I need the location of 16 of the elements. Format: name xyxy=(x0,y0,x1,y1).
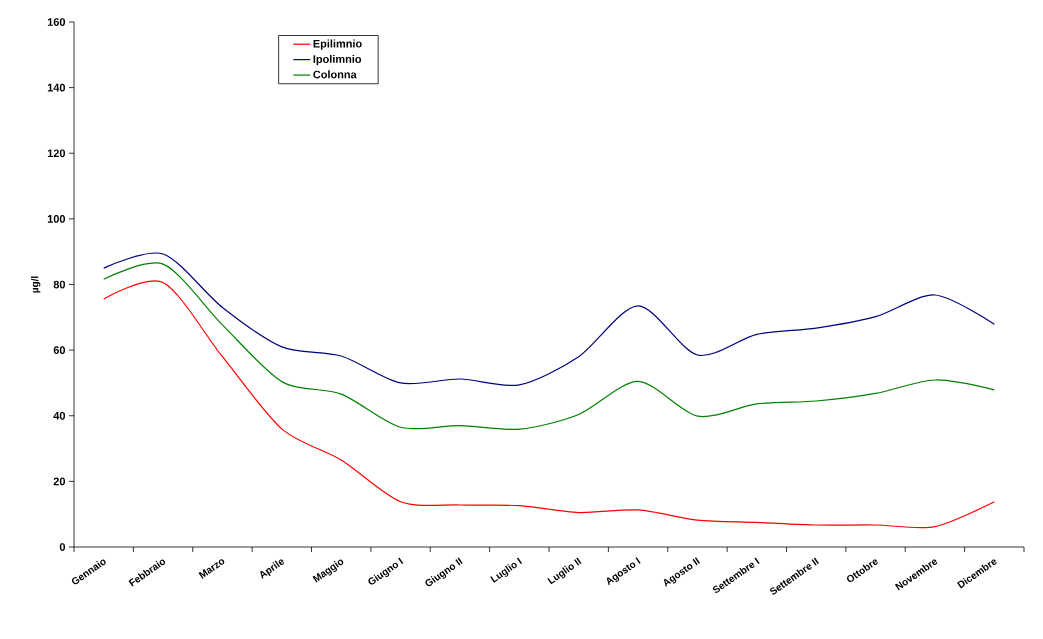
y-tick-label: 60 xyxy=(53,346,66,354)
y-tick-label: 0 xyxy=(59,543,66,551)
y-tick-label: 120 xyxy=(47,149,66,158)
legend-label: Ipolimnio xyxy=(313,54,362,66)
line-series xyxy=(103,280,995,529)
legend-label: Epilimnio xyxy=(313,39,362,50)
y-tick-label: 40 xyxy=(53,411,66,420)
y-tick-label: 160 xyxy=(47,18,66,26)
legend-label: Colonna xyxy=(313,70,357,79)
y-axis-title: µg/l xyxy=(31,276,41,293)
y-tick-label: 100 xyxy=(47,215,66,223)
line-series xyxy=(103,252,995,387)
y-tick-label: 140 xyxy=(47,83,66,92)
y-tick-label: 80 xyxy=(53,280,66,289)
y-tick-label: 20 xyxy=(53,477,66,486)
line-series xyxy=(103,262,995,431)
